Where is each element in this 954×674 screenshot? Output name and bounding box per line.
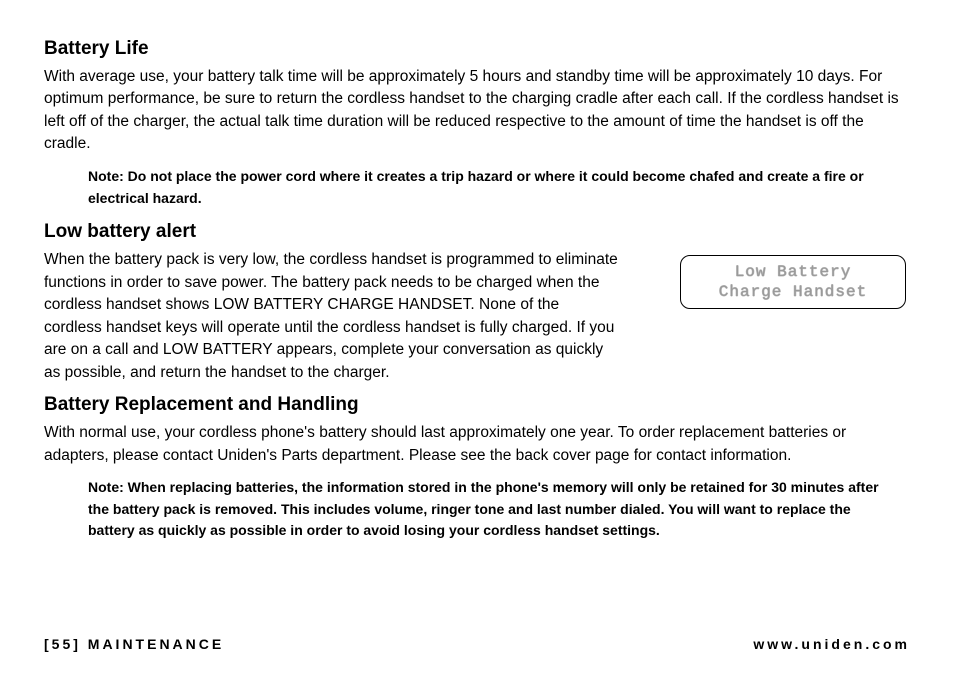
page-footer: [55] MAINTENANCE www.uniden.com xyxy=(44,636,910,652)
low-battery-section: When the battery pack is very low, the c… xyxy=(44,249,910,384)
lcd-line-2: Charge Handset xyxy=(719,282,867,302)
note-replacement: Note: When replacing batteries, the info… xyxy=(88,477,910,542)
body-battery-life: With average use, your battery talk time… xyxy=(44,66,910,156)
footer-url: www.uniden.com xyxy=(753,636,910,652)
body-battery-replacement: With normal use, your cordless phone's b… xyxy=(44,422,910,467)
footer-page-label: [55] MAINTENANCE xyxy=(44,636,224,652)
heading-battery-replacement: Battery Replacement and Handling xyxy=(44,394,910,416)
lcd-line-1: Low Battery xyxy=(735,262,852,282)
lcd-display: Low Battery Charge Handset xyxy=(680,255,906,309)
note-power-cord: Note: Do not place the power cord where … xyxy=(88,166,910,209)
heading-low-battery: Low battery alert xyxy=(44,221,910,243)
heading-battery-life: Battery Life xyxy=(44,38,910,60)
manual-page: Battery Life With average use, your batt… xyxy=(0,0,954,674)
